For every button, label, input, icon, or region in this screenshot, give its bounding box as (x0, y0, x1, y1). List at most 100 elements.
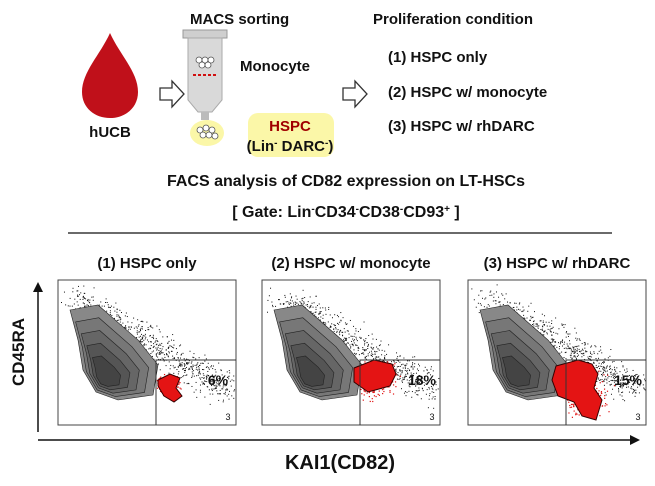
event-dot (633, 391, 635, 393)
event-dot (108, 306, 110, 308)
event-dot (634, 395, 636, 397)
event-dot (212, 365, 214, 367)
event-dot (218, 384, 220, 386)
event-dot (541, 329, 543, 331)
event-dot (561, 340, 563, 342)
event-dot (555, 341, 557, 343)
event-dot (325, 309, 327, 311)
event-dot (581, 356, 583, 358)
event-dot (595, 366, 597, 368)
event-dot (205, 358, 207, 360)
event-dot (322, 321, 324, 323)
event-dot (566, 343, 568, 345)
event-dot (569, 354, 571, 356)
event-dot (588, 361, 590, 363)
event-dot (334, 325, 336, 327)
gated-dot (600, 394, 602, 397)
event-dot (138, 331, 140, 333)
event-dot (206, 378, 208, 380)
gated-dot (573, 404, 575, 406)
event-dot (291, 300, 293, 302)
event-dot (634, 381, 636, 383)
event-dot (478, 312, 480, 314)
event-dot (405, 395, 407, 397)
event-dot (178, 371, 180, 373)
event-dot (158, 350, 160, 352)
event-dot (172, 365, 174, 367)
event-dot (193, 353, 195, 355)
event-dot (131, 322, 133, 324)
event-dot (378, 356, 380, 358)
event-dot (86, 304, 88, 306)
event-dot (416, 390, 418, 392)
event-dot (495, 300, 497, 302)
event-dot (414, 366, 416, 368)
event-dot (537, 327, 539, 329)
event-dot (217, 379, 219, 381)
gated-dot (599, 382, 601, 384)
event-dot (587, 358, 589, 360)
event-dot (224, 393, 226, 395)
event-dot (144, 333, 146, 335)
event-dot (626, 377, 628, 379)
event-dot (133, 317, 135, 319)
gated-dot (594, 384, 597, 386)
event-dot (514, 302, 516, 304)
event-dot (113, 306, 115, 308)
event-dot (634, 378, 636, 380)
conditions-title: Proliferation condition (373, 11, 533, 28)
event-dot (367, 345, 369, 347)
event-dot (309, 296, 311, 298)
event-dot (406, 363, 408, 365)
event-dot (200, 378, 202, 380)
event-dot (219, 389, 221, 391)
event-dot (420, 379, 422, 381)
event-dot (153, 358, 155, 360)
event-dot (151, 351, 153, 353)
event-dot (408, 369, 410, 371)
event-dot (109, 310, 111, 312)
event-dot (186, 358, 188, 360)
event-dot (622, 377, 624, 379)
event-dot (524, 318, 526, 320)
event-dot (480, 290, 482, 292)
event-dot (141, 320, 143, 322)
event-dot (139, 329, 141, 331)
event-dot (590, 352, 592, 354)
event-dot (633, 377, 635, 379)
event-dot (593, 361, 595, 363)
event-dot (167, 342, 169, 344)
event-dot (209, 393, 211, 395)
gated-dot (368, 391, 371, 394)
event-dot (595, 357, 597, 359)
event-dot (225, 389, 227, 391)
event-dot (417, 370, 419, 372)
monocyte-label: Monocyte (240, 58, 310, 75)
event-dot (127, 321, 129, 323)
event-dot (221, 388, 223, 390)
event-dot (223, 393, 225, 395)
event-dot (173, 357, 175, 359)
event-dot (412, 375, 414, 377)
event-dot (365, 355, 367, 357)
event-dot (550, 331, 552, 333)
event-dot (622, 374, 624, 376)
event-dot (184, 371, 186, 373)
event-dot (400, 370, 402, 372)
event-dot (426, 369, 428, 371)
event-dot (568, 348, 570, 350)
event-dot (79, 298, 81, 300)
event-dot (587, 356, 589, 358)
event-dot (555, 332, 557, 334)
event-dot (489, 291, 491, 293)
gated-dot (597, 392, 600, 394)
event-dot (191, 367, 193, 369)
event-dot (425, 383, 427, 385)
event-dot (606, 379, 608, 381)
event-dot (343, 328, 345, 330)
gated-dot (364, 391, 366, 393)
event-dot (197, 362, 199, 364)
superscript: - (311, 204, 314, 215)
event-dot (603, 366, 605, 368)
event-dot (575, 332, 577, 334)
